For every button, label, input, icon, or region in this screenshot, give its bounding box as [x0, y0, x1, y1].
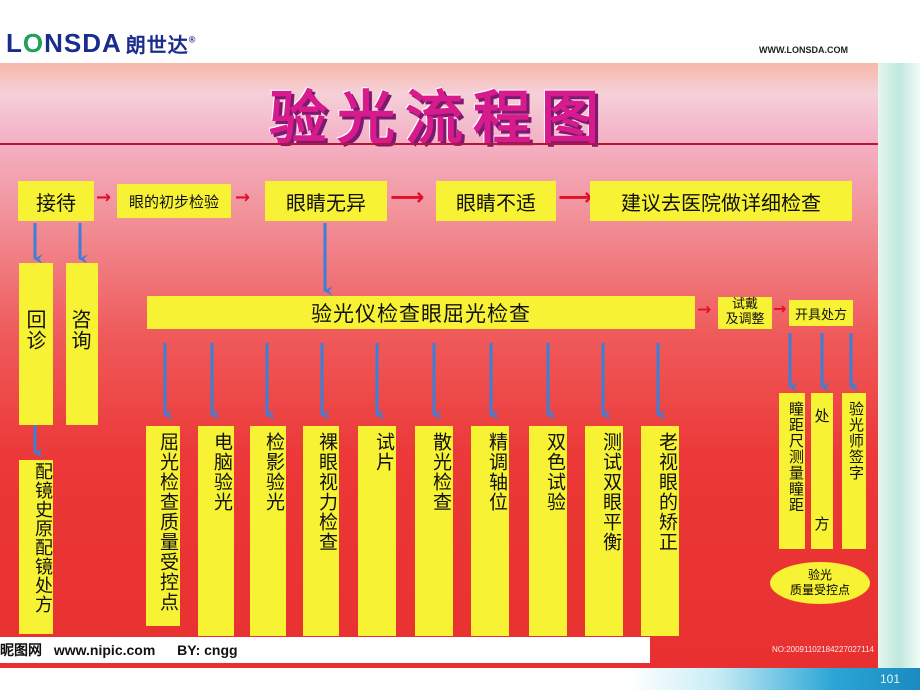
logo-text-o: O [22, 28, 45, 58]
website-url: WWW.LONSDA.COM [759, 45, 848, 55]
watermark-url: www.nipic.com [53, 642, 156, 658]
arrow-right-icon: → [235, 187, 251, 208]
step-box: 电脑验光 [198, 426, 234, 636]
arrow-right-icon: → [773, 299, 787, 318]
node-prescribe: 开具处方 [789, 300, 853, 326]
logo-text-nsda: NSDA [44, 28, 122, 58]
qc-line-2: 质量受控点 [789, 583, 850, 597]
node-initial-check: 眼的初步检验 [117, 184, 231, 218]
brand-logo: LONSDA 朗世达® [6, 28, 196, 59]
blue-arrows [33, 223, 859, 458]
watermark-author: BY: cngg [177, 642, 238, 658]
slide-title: 验光流程图 [268, 84, 609, 152]
node-reception: 接待 [18, 181, 94, 221]
arrow-right-icon: ⟶ [558, 183, 593, 211]
page-number: 101 [879, 672, 900, 686]
step-box: 屈光检查质量受控点 [146, 426, 180, 626]
step-box: 测试双眼平衡 [585, 426, 623, 636]
node-prescription: 处 方 [811, 393, 833, 549]
step-box: 检影验光 [250, 426, 286, 636]
node-history: 配镜史原配镜处方 [19, 460, 53, 634]
arrow-right-icon: → [96, 187, 112, 208]
trial-line-1: 试戴 [731, 297, 758, 312]
trial-line-2: 及调整 [725, 312, 765, 327]
logo-text-cn: 朗世达 [125, 33, 189, 57]
node-eyes-discomfort: 眼睛不适 [436, 181, 556, 221]
title-divider [0, 143, 878, 145]
node-consult: 咨询 [66, 263, 98, 425]
prescription-top: 处 [814, 407, 830, 425]
node-revisit: 回诊 [19, 263, 53, 425]
logo-text-l: L [6, 28, 23, 58]
flowchart-slide: 验光流程图 接待 → 眼的初步检验 → 眼睛无异 ⟶ 眼睛不适 ⟶ 建议去医院做… [0, 63, 878, 668]
prescription-bottom: 方 [814, 515, 830, 533]
footer-band [630, 668, 920, 690]
watermark-site-cn: 昵图网 [0, 643, 42, 659]
watermark-bar: 昵图网 www.nipic.com BY: cngg [0, 637, 650, 663]
watermark-id: NO:20091102184227027114 [771, 645, 874, 654]
node-optometrist-sign: 验光师签字 [842, 393, 866, 549]
node-pd-measure: 瞳距尺测量瞳距 [779, 393, 805, 549]
qc-oval: 验光 质量受控点 [770, 562, 870, 604]
step-box: 双色试验 [529, 426, 567, 636]
node-trial: 试戴 及调整 [718, 297, 772, 329]
arrow-right-icon: ⟶ [390, 183, 425, 211]
qc-line-1: 验光 [807, 568, 832, 582]
step-box: 老视眼的矫正 [641, 426, 679, 636]
node-eyes-normal: 眼睛无异 [265, 181, 387, 221]
step-box: 裸眼视力检查 [303, 426, 339, 636]
node-refraction-exam: 验光仪检查眼屈光检查 [147, 296, 695, 329]
registered-mark: ® [188, 34, 197, 45]
step-box: 散光检查 [415, 426, 453, 636]
arrow-right-icon: → [697, 300, 712, 320]
step-box: 精调轴位 [471, 426, 509, 636]
step-box: 试片 [358, 426, 396, 636]
node-hospital: 建议去医院做详细检查 [590, 181, 852, 221]
side-decoration [878, 63, 920, 668]
